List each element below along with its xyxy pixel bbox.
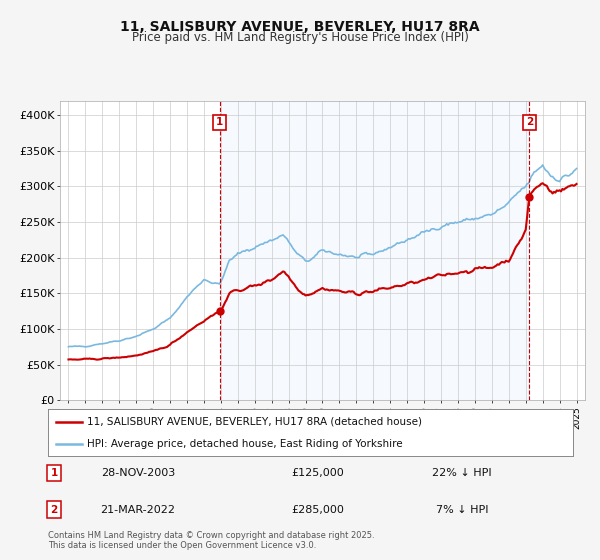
Text: 2: 2 <box>526 117 533 127</box>
Text: 28-NOV-2003: 28-NOV-2003 <box>101 468 175 478</box>
Text: Contains HM Land Registry data © Crown copyright and database right 2025.
This d: Contains HM Land Registry data © Crown c… <box>48 530 374 550</box>
Text: £125,000: £125,000 <box>292 468 344 478</box>
Bar <box>220 101 529 400</box>
Text: £285,000: £285,000 <box>292 505 344 515</box>
Text: 22% ↓ HPI: 22% ↓ HPI <box>432 468 492 478</box>
Text: 2: 2 <box>50 505 58 515</box>
Text: HPI: Average price, detached house, East Riding of Yorkshire: HPI: Average price, detached house, East… <box>88 438 403 449</box>
Text: 1: 1 <box>216 117 223 127</box>
Text: 7% ↓ HPI: 7% ↓ HPI <box>436 505 488 515</box>
Text: 21-MAR-2022: 21-MAR-2022 <box>101 505 176 515</box>
Text: 11, SALISBURY AVENUE, BEVERLEY, HU17 8RA (detached house): 11, SALISBURY AVENUE, BEVERLEY, HU17 8RA… <box>88 417 422 427</box>
Text: Price paid vs. HM Land Registry's House Price Index (HPI): Price paid vs. HM Land Registry's House … <box>131 31 469 44</box>
Text: 1: 1 <box>50 468 58 478</box>
Text: 11, SALISBURY AVENUE, BEVERLEY, HU17 8RA: 11, SALISBURY AVENUE, BEVERLEY, HU17 8RA <box>120 20 480 34</box>
